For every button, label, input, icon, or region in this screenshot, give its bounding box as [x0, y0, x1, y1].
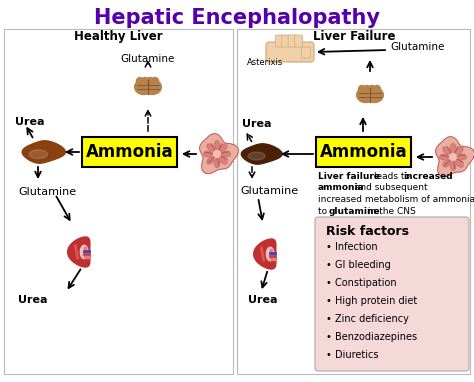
FancyBboxPatch shape: [4, 29, 233, 374]
Text: • High protein diet: • High protein diet: [326, 296, 417, 306]
Ellipse shape: [446, 150, 460, 164]
Ellipse shape: [137, 78, 144, 84]
Ellipse shape: [214, 159, 220, 167]
Text: Liver failure: Liver failure: [318, 172, 380, 181]
Ellipse shape: [457, 154, 466, 160]
FancyBboxPatch shape: [316, 137, 411, 167]
Ellipse shape: [266, 247, 274, 261]
Text: • Constipation: • Constipation: [326, 278, 397, 288]
Text: to: to: [318, 207, 330, 215]
Ellipse shape: [221, 151, 230, 157]
Text: • Zinc deficiency: • Zinc deficiency: [326, 314, 409, 324]
FancyBboxPatch shape: [294, 35, 302, 47]
Ellipse shape: [207, 157, 214, 164]
Text: Glutamine: Glutamine: [240, 186, 298, 196]
Ellipse shape: [439, 154, 448, 160]
Ellipse shape: [41, 142, 57, 153]
Polygon shape: [68, 237, 90, 267]
Text: Liver Failure: Liver Failure: [313, 30, 395, 43]
Ellipse shape: [443, 147, 450, 154]
Text: Hepatic Encephalopathy: Hepatic Encephalopathy: [94, 8, 380, 28]
Polygon shape: [436, 137, 474, 176]
Ellipse shape: [443, 160, 450, 167]
Ellipse shape: [450, 144, 456, 152]
Text: ammonia: ammonia: [318, 183, 365, 193]
Ellipse shape: [358, 86, 365, 92]
Ellipse shape: [203, 151, 212, 157]
Text: Ammonia: Ammonia: [86, 143, 173, 161]
FancyBboxPatch shape: [301, 47, 310, 58]
Text: Asterixis: Asterixis: [247, 58, 283, 67]
Ellipse shape: [142, 78, 148, 84]
Text: • Benzodiazepines: • Benzodiazepines: [326, 332, 417, 342]
Text: Glutamine: Glutamine: [18, 187, 76, 197]
Text: Urea: Urea: [242, 119, 272, 129]
Ellipse shape: [374, 86, 381, 92]
Text: Risk factors: Risk factors: [326, 225, 409, 238]
Ellipse shape: [368, 86, 375, 92]
Polygon shape: [241, 144, 282, 164]
Ellipse shape: [144, 79, 162, 94]
FancyBboxPatch shape: [266, 42, 314, 62]
Ellipse shape: [81, 245, 88, 259]
Ellipse shape: [456, 160, 463, 167]
Text: • GI bleeding: • GI bleeding: [326, 260, 391, 270]
Text: Healthy Liver: Healthy Liver: [73, 30, 162, 43]
Polygon shape: [22, 141, 65, 163]
Text: Glutamine: Glutamine: [390, 42, 444, 52]
Ellipse shape: [214, 141, 220, 149]
Text: • Diuretics: • Diuretics: [326, 350, 379, 360]
Ellipse shape: [365, 87, 383, 102]
Text: and subsequent: and subsequent: [352, 183, 428, 193]
Polygon shape: [23, 141, 64, 163]
Text: Ammonia: Ammonia: [319, 143, 407, 161]
Ellipse shape: [219, 157, 227, 164]
FancyBboxPatch shape: [82, 137, 177, 167]
Ellipse shape: [137, 84, 159, 94]
Ellipse shape: [364, 86, 371, 92]
Ellipse shape: [135, 79, 153, 94]
FancyBboxPatch shape: [288, 35, 296, 47]
Ellipse shape: [456, 147, 463, 154]
Text: Urea: Urea: [18, 295, 47, 305]
Ellipse shape: [152, 78, 158, 84]
Ellipse shape: [248, 152, 265, 160]
Ellipse shape: [259, 145, 274, 155]
Text: increased: increased: [403, 172, 453, 181]
Ellipse shape: [29, 150, 47, 159]
Text: Urea: Urea: [15, 117, 45, 127]
Ellipse shape: [450, 162, 456, 170]
Ellipse shape: [210, 147, 224, 161]
Ellipse shape: [356, 87, 374, 102]
Polygon shape: [254, 239, 276, 269]
FancyBboxPatch shape: [275, 35, 283, 47]
FancyBboxPatch shape: [315, 217, 469, 371]
Ellipse shape: [207, 144, 214, 151]
Ellipse shape: [359, 92, 381, 102]
Text: Glutamine: Glutamine: [121, 54, 175, 64]
Text: increased metabolism of ammonia: increased metabolism of ammonia: [318, 195, 474, 204]
FancyBboxPatch shape: [282, 35, 290, 47]
Text: • Infection: • Infection: [326, 242, 378, 252]
Ellipse shape: [219, 144, 227, 151]
Text: leads to: leads to: [371, 172, 413, 181]
FancyBboxPatch shape: [237, 29, 470, 374]
Ellipse shape: [146, 78, 154, 84]
Text: glutamine: glutamine: [329, 207, 381, 215]
Text: in the CNS: in the CNS: [365, 207, 416, 215]
Text: Urea: Urea: [248, 295, 277, 305]
Polygon shape: [200, 134, 238, 173]
